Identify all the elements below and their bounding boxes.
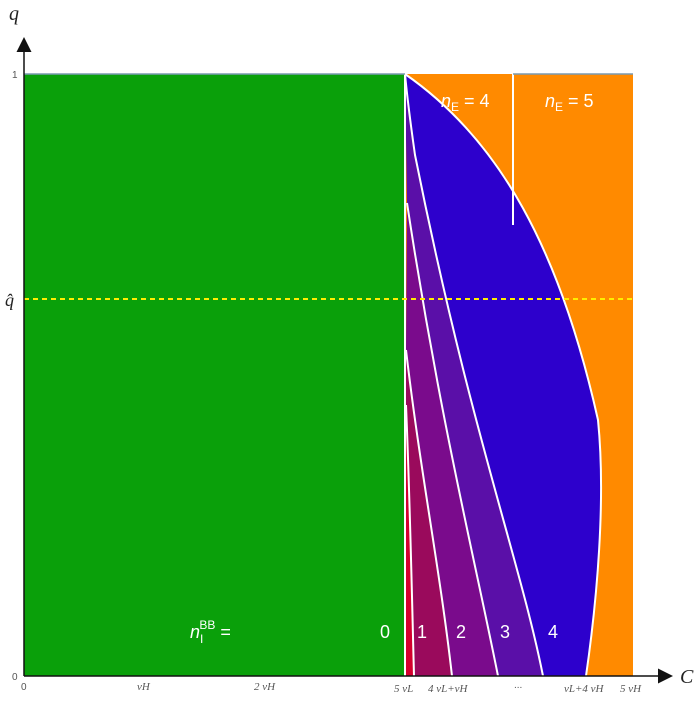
nE-4-label: nE = 4 [441, 91, 490, 114]
x-tick-5vL: 5 vL [394, 683, 413, 695]
nE-5-label: nE = 5 [545, 91, 594, 114]
region-label-4: 4 [548, 622, 558, 642]
y-tick-1: 1 [12, 70, 18, 81]
x-tick-vH: vH [137, 681, 151, 693]
x-tick-0: 0 [21, 682, 27, 693]
boundary-outer [404, 73, 603, 677]
boundary-1-2 [405, 349, 453, 677]
x-tick-vL-4vH: vL+4 vH [564, 683, 605, 695]
x-tick-ellipsis: ... [514, 680, 522, 691]
x-axis-label: C [680, 666, 694, 688]
nI-BB-label: nIBB = [190, 618, 231, 646]
boundary-2-3 [406, 202, 499, 677]
region-label-0: 0 [380, 622, 390, 642]
boundary-0-1 [405, 404, 415, 677]
y-axis-label: q [9, 3, 19, 25]
x-tick-4vL-vH: 4 vL+vH [428, 683, 469, 695]
y-tick-0: 0 [12, 672, 18, 683]
region-label-2: 2 [456, 622, 466, 642]
x-tick-5vH: 5 vH [620, 683, 642, 695]
blue-region [405, 74, 602, 676]
boundary-3-4 [404, 73, 544, 677]
region-label-3: 3 [500, 622, 510, 642]
y-tick-q-hat: q̂ [5, 290, 14, 310]
purple-region [406, 203, 498, 676]
x-tick-2vH: 2 vH [254, 681, 276, 693]
region-label-1: 1 [417, 622, 427, 642]
green-region [24, 74, 405, 676]
